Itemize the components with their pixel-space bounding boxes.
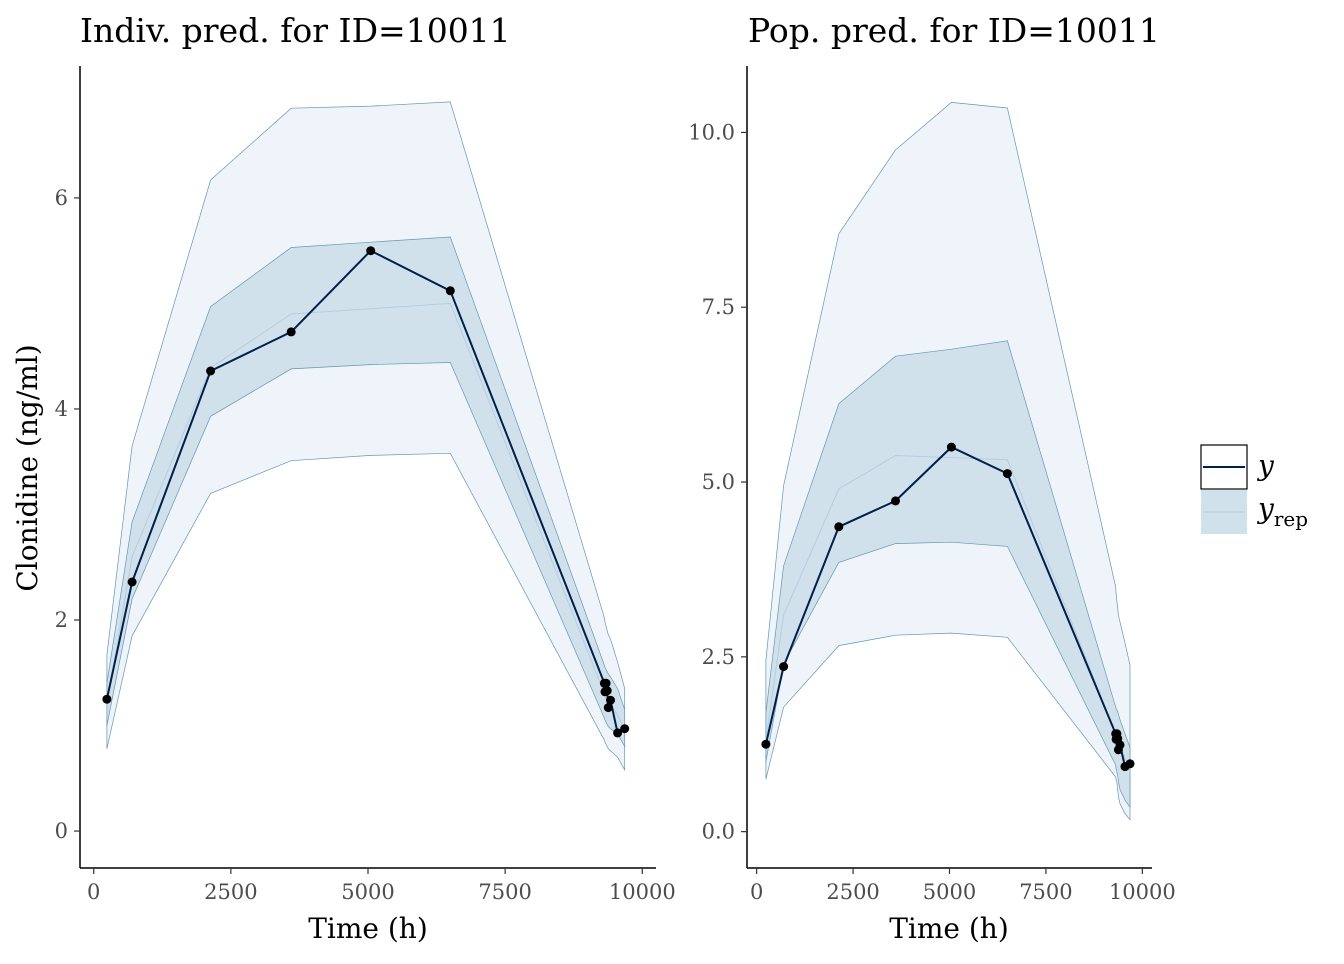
panel-population-prediction: Pop. pred. for ID=10011 0.0 2.5 5.0 7.5 10.0… [688,11,1176,945]
outer-prediction-band [106,101,626,772]
panel-title: Indiv. pred. for ID=10011 [80,11,511,50]
observed-point [891,496,900,506]
observed-point [127,577,137,587]
x-tick-label: 10000 [609,880,676,904]
x-axis-label: Time (h) [308,912,428,945]
prediction-bands [765,102,1131,821]
legend-yrep-base: y [1256,492,1275,525]
y-tick-label: 7.5 [702,295,735,319]
observed-point [601,678,611,688]
x-tick-label: 0 [750,880,763,904]
observed-point [206,366,216,376]
observed-point [761,739,771,749]
panel-individual-prediction: Indiv. pred. for ID=10011 0 2 4 6 0 2500 5000 7… [11,11,676,945]
observed-point [603,703,613,713]
y-tick-label: 0.0 [702,820,735,844]
observed-point [779,662,789,672]
inner-prediction-band [765,340,1131,809]
x-tick-label: 5000 [341,880,394,904]
observed-point [613,728,623,738]
x-tick-label: 7500 [478,880,531,904]
x-axis-label: Time (h) [889,912,1009,945]
observed-points [761,442,1135,772]
y-tick-label: 4 [55,397,68,421]
axes: 0 2 4 6 0 2500 5000 7500 10000 [55,66,676,904]
panel-title: Pop. pred. for ID=10011 [748,11,1160,50]
observed-point [602,686,612,696]
legend: y yrep [1200,444,1308,534]
observed-point [1115,740,1125,750]
observed-point [1125,759,1135,769]
x-tick-label: 10000 [1109,880,1176,904]
y-tick-label: 2.5 [702,645,735,669]
observed-point [834,522,844,532]
x-tick-label: 0 [87,880,100,904]
x-tick-label: 5000 [923,880,976,904]
y-tick-label: 2 [55,608,68,632]
axes: 0.0 2.5 5.0 7.5 10.0 0 2500 5000 7500 10000 [688,66,1176,904]
prediction-bands [106,101,626,772]
observed-point [946,442,956,452]
observed-point [606,695,615,705]
observed-point [286,327,296,337]
y-tick-label: 5.0 [702,470,735,494]
x-tick-label: 2500 [826,880,879,904]
observed-point [1002,469,1012,479]
legend-label-yrep: yrep [1256,492,1308,531]
legend-label-y: y [1256,449,1275,482]
inner-prediction-band [106,236,626,748]
observed-point [620,724,630,734]
x-tick-label: 7500 [1019,880,1072,904]
observed-point [366,246,376,256]
y-tick-label: 6 [55,186,68,210]
y-axis-label: Clonidine (ng/ml) [11,344,44,591]
observed-point [102,694,112,704]
legend-yrep-subscript: rep [1274,507,1308,531]
observed-points [102,246,630,738]
y-tick-label: 10.0 [688,120,735,144]
x-tick-label: 2500 [204,880,257,904]
observed-point [445,286,455,296]
y-tick-label: 0 [55,819,68,843]
